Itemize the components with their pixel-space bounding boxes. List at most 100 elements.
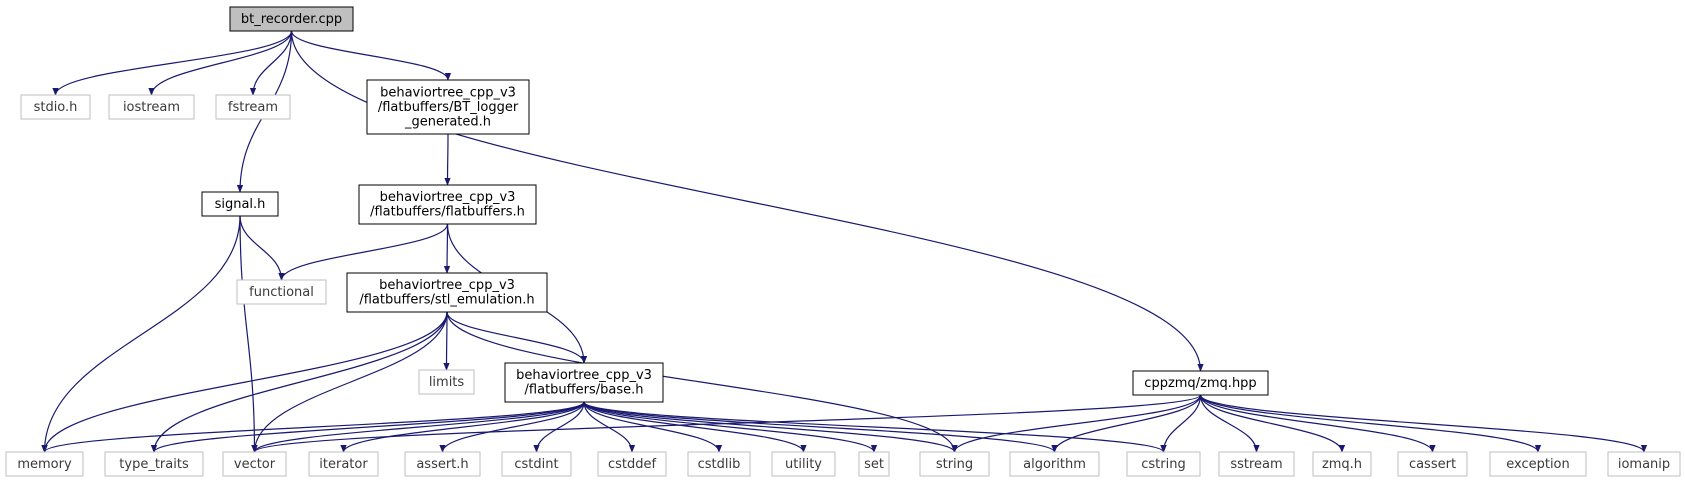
node-box: [1132, 370, 1269, 396]
node-stl-emulation[interactable]: behaviortree_cpp_v3/flatbuffers/stl_emul…: [346, 272, 548, 313]
node-label: cstddef: [608, 457, 657, 472]
node-label: exception: [1506, 457, 1570, 472]
node-box: [501, 451, 572, 477]
edge-stl-emulation-to-string: [446, 311, 958, 453]
node-label: stdio.h: [34, 100, 78, 115]
node-label: assert.h: [416, 457, 468, 472]
edge-zmq-hpp-to-algorithm: [1051, 394, 1202, 453]
node-label: /flatbuffers/flatbuffers.h: [370, 205, 525, 220]
edge-flatbuffers-to-functional: [278, 223, 449, 281]
edge-bt-recorder-to-zmq-hpp: [290, 30, 1204, 372]
edge-stl-emulation-to-type-traits: [150, 311, 448, 453]
node-label: zmq.h: [1322, 457, 1362, 472]
node-box: [1489, 451, 1587, 477]
node-label: signal.h: [215, 197, 266, 212]
node-exception: exception: [1489, 451, 1587, 477]
node-box: [1126, 451, 1201, 477]
node-label: memory: [17, 457, 72, 472]
node-zmq-hpp[interactable]: cppzmq/zmq.hpp: [1132, 370, 1269, 396]
node-fstream: fstream: [215, 94, 291, 120]
node-limits: limits: [418, 369, 475, 395]
node-box: [1607, 451, 1681, 477]
node-box: [236, 279, 327, 305]
node-label: vector: [234, 457, 276, 472]
node-label: _generated.h: [404, 114, 491, 129]
node-label: type_traits: [119, 457, 189, 472]
node-label: algorithm: [1023, 457, 1086, 472]
node-box: [404, 451, 481, 477]
node-label: sstream: [1230, 457, 1282, 472]
edge-base-to-vector: [251, 401, 585, 453]
node-label: set: [864, 457, 884, 472]
node-cstring: cstring: [1126, 451, 1201, 477]
node-set: set: [858, 451, 890, 477]
node-label: string: [936, 457, 973, 472]
node-functional: functional: [236, 279, 327, 305]
node-box: [858, 451, 890, 477]
edge-stl-emulation-to-base: [446, 311, 588, 364]
edge-zmq-hpp-to-vector: [251, 394, 1202, 453]
node-sstream: sstream: [1218, 451, 1295, 477]
node-box: [366, 79, 530, 135]
node-cstddef: cstddef: [597, 451, 667, 477]
edge-bt-logger-to-flatbuffers: [444, 133, 451, 186]
node-label: functional: [249, 285, 314, 300]
edge-bt-recorder-to-iostream: [148, 30, 293, 96]
edge-base-to-assert: [439, 401, 585, 453]
edge-stl-emulation-to-limits: [443, 311, 450, 371]
node-flatbuffers[interactable]: behaviortree_cpp_v3/flatbuffers/flatbuff…: [358, 184, 537, 225]
node-stdio: stdio.h: [20, 94, 91, 120]
node-box: [201, 191, 279, 217]
node-box: [1009, 451, 1100, 477]
edge-stl-emulation-to-memory: [41, 311, 448, 453]
node-cstdlib: cstdlib: [687, 451, 751, 477]
node-cstdint: cstdint: [501, 451, 572, 477]
node-label: iostream: [123, 100, 180, 115]
node-box: [104, 451, 204, 477]
edge-signal-to-functional: [239, 215, 285, 281]
node-box: [229, 6, 354, 32]
node-signal[interactable]: signal.h: [201, 191, 279, 217]
node-label: /flatbuffers/stl_emulation.h: [359, 293, 534, 308]
edge-base-to-cstring: [583, 401, 1167, 453]
edge-bt-recorder-to-bt-logger: [290, 30, 452, 81]
node-box: [215, 94, 291, 120]
edge-base-to-string: [583, 401, 958, 453]
edge-zmq-hpp-to-cstring: [1160, 394, 1202, 453]
node-box: [1312, 451, 1372, 477]
node-box: [5, 451, 84, 477]
node-box: [687, 451, 751, 477]
node-label: behaviortree_cpp_v3: [379, 278, 515, 293]
node-base[interactable]: behaviortree_cpp_v3/flatbuffers/base.h: [504, 362, 664, 403]
node-bt-logger[interactable]: behaviortree_cpp_v3/flatbuffers/BT_logge…: [366, 79, 530, 135]
node-bt-recorder[interactable]: bt_recorder.cpp: [229, 6, 354, 32]
node-box: [108, 94, 195, 120]
node-iterator: iterator: [308, 451, 379, 477]
edges-layer: [41, 30, 1648, 453]
node-label: /flatbuffers/BT_logger: [378, 100, 519, 115]
edge-base-to-iterator: [340, 401, 585, 453]
node-memory: memory: [5, 451, 84, 477]
node-iostream: iostream: [108, 94, 195, 120]
edge-zmq-hpp-to-cassert: [1199, 394, 1436, 453]
node-box: [1218, 451, 1295, 477]
edge-zmq-hpp-to-zmq-h: [1199, 394, 1346, 453]
node-string: string: [919, 451, 990, 477]
edge-base-to-type-traits: [150, 401, 585, 453]
node-label: iomanip: [1618, 457, 1670, 472]
edge-base-to-algorithm: [583, 401, 1058, 453]
node-label: behaviortree_cpp_v3: [380, 85, 516, 100]
node-box: [418, 369, 475, 395]
edge-zmq-hpp-to-iomanip: [1199, 394, 1648, 453]
node-zmq-h: zmq.h: [1312, 451, 1372, 477]
node-box: [919, 451, 990, 477]
edge-bt-recorder-to-stdio: [52, 30, 293, 96]
node-box: [597, 451, 667, 477]
node-label: iterator: [319, 457, 368, 472]
edge-signal-to-vector: [239, 215, 258, 453]
node-box: [771, 451, 836, 477]
node-label: cstdlib: [698, 457, 741, 472]
node-assert: assert.h: [404, 451, 481, 477]
edge-bt-recorder-to-fstream: [249, 30, 293, 96]
